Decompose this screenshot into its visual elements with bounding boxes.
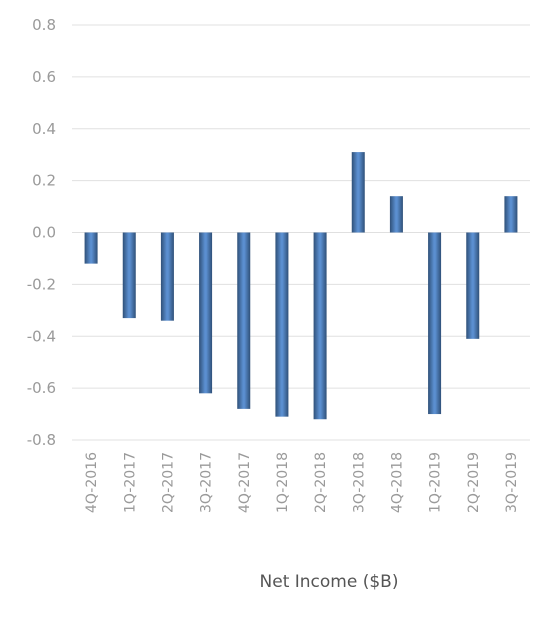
x-tick-label: 4Q-2018 <box>389 452 405 513</box>
y-tick-label: -0.4 <box>27 327 56 345</box>
x-axis-ticks: 4Q-2016 1Q-2017 2Q-2017 3Q-2017 4Q-2017 1Q-20… <box>84 452 520 513</box>
y-tick-label: -0.6 <box>27 379 56 397</box>
bar-4Q-2016 <box>84 232 98 264</box>
x-tick-label: 4Q-2017 <box>237 452 253 513</box>
bar-2Q-2017 <box>160 232 174 321</box>
x-tick-label: 3Q-2018 <box>351 452 367 513</box>
bar-2Q-2018 <box>313 232 327 420</box>
bar-3Q-2019 <box>504 196 518 233</box>
y-tick-label: 0.4 <box>32 120 56 138</box>
y-axis-ticks: 0.8 0.6 0.4 0.2 0.0 -0.2 -0.4 -0.6 -0.8 <box>27 16 56 449</box>
bars <box>84 152 518 420</box>
x-tick-label: 1Q-2019 <box>428 452 444 513</box>
bar-3Q-2018 <box>351 152 365 233</box>
bar-1Q-2017 <box>122 232 136 319</box>
bar-4Q-2018 <box>389 196 403 233</box>
x-tick-label: 2Q-2018 <box>313 452 329 513</box>
x-tick-label: 2Q-2019 <box>466 452 482 513</box>
y-tick-label: -0.2 <box>27 275 56 293</box>
bar-1Q-2019 <box>428 232 442 415</box>
x-tick-label: 1Q-2018 <box>275 452 291 513</box>
x-tick-label: 1Q-2017 <box>122 452 138 513</box>
x-tick-label: 4Q-2016 <box>84 452 100 513</box>
x-tick-label: 3Q-2019 <box>504 452 520 513</box>
bar-2Q-2019 <box>466 232 480 339</box>
bar-4Q-2017 <box>237 232 251 409</box>
x-tick-label: 2Q-2017 <box>160 452 176 513</box>
y-tick-label: 0.8 <box>32 16 56 34</box>
gridlines <box>72 24 530 441</box>
y-tick-label: -0.8 <box>27 431 56 449</box>
bar-1Q-2018 <box>275 232 289 417</box>
y-tick-label: 0.6 <box>32 68 56 86</box>
x-tick-label: 3Q-2017 <box>199 452 215 513</box>
y-tick-label: 0.2 <box>32 172 56 190</box>
x-axis-label: Net Income ($B) <box>260 572 399 592</box>
y-tick-label: 0.0 <box>32 224 56 242</box>
bar-3Q-2017 <box>199 232 213 394</box>
